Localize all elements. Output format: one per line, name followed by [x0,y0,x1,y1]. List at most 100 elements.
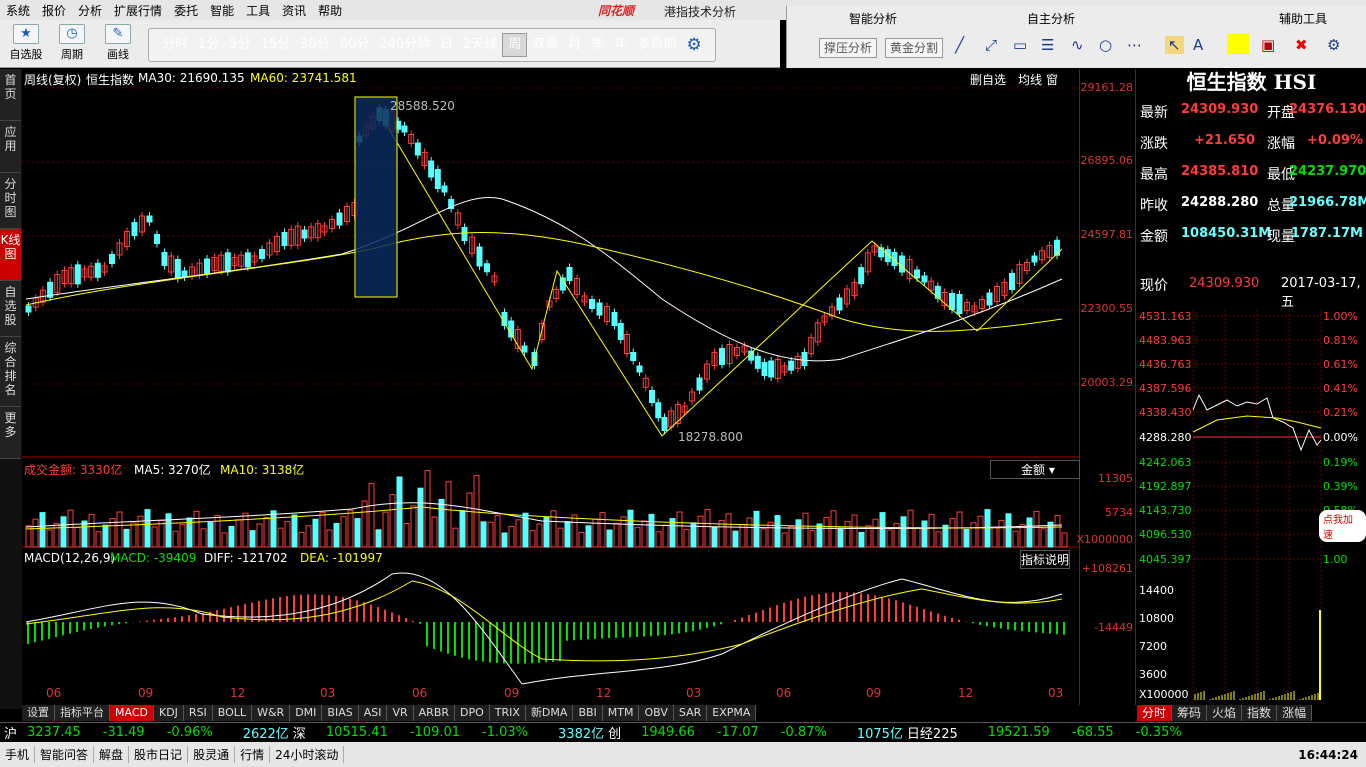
menu-quote[interactable]: 报价 [42,3,67,18]
side-tab-0[interactable]: 首页 [0,69,21,121]
status-item-1[interactable]: 智能问答 [35,746,95,763]
menu-tools[interactable]: 工具 [246,3,271,18]
line-tool-icon[interactable]: ╱ [955,36,965,54]
draw-tool[interactable]: ✎ 画线 [96,24,140,62]
right-tab-2[interactable]: 火焰 [1207,705,1243,721]
period-5[interactable]: 60分 [339,37,370,52]
right-tab-3[interactable]: 指数 [1242,705,1278,721]
indicator-tab-4[interactable]: RSI [184,705,213,721]
rect-tool-icon[interactable]: ▭ [1013,36,1028,54]
period-13[interactable]: 年 [614,37,628,52]
smart-analysis-header[interactable]: 智能分析 [849,12,898,26]
golden-section-button[interactable]: 黄金分割 [885,38,944,58]
period-tool[interactable]: ◷ 周期 [50,24,94,62]
volume-bar [746,517,753,548]
candle-body [294,225,301,246]
status-item-5[interactable]: 行情 [235,746,271,763]
side-tab-4[interactable]: 自选股 [0,281,21,337]
save-tool-icon[interactable]: ▣ [1261,36,1276,54]
indicator-tab-5[interactable]: BOLL [213,705,253,721]
circle-tool-icon[interactable]: ○ [1099,36,1113,54]
speedup-badge[interactable]: 点我加速 [1319,510,1366,542]
indicator-tab-13[interactable]: TRIX [490,705,526,721]
wave-tool-icon[interactable]: ∿ [1071,36,1084,54]
period-14[interactable]: 多周期 [637,37,677,52]
support-resistance-button[interactable]: 撑压分析 [819,38,878,58]
side-tab-5[interactable]: 综合排名 [0,337,21,407]
indicator-tab-1[interactable]: 指标平台 [55,705,110,721]
indicator-tab-14[interactable]: 新DMA [526,705,574,721]
aux-tools-header[interactable]: 辅助工具 [1279,12,1328,26]
right-tab-1[interactable]: 筹码 [1172,705,1208,721]
status-item-0[interactable]: 手机 [0,746,36,763]
status-item-6[interactable]: 24小时滚动 [270,746,345,763]
menu-ext-quote[interactable]: 扩展行情 [114,3,163,18]
period-4[interactable]: 30分 [300,37,330,52]
self-analysis-header[interactable]: 自主分析 [1027,12,1076,26]
period-7[interactable]: 日 [440,37,454,52]
period-settings-gear-icon[interactable]: ⚙ [686,35,702,55]
period-9[interactable]: 周 [502,33,528,57]
ray-tool-icon[interactable]: ⤢ [985,36,998,54]
indicator-explain-button[interactable]: 指标说明 [1020,550,1071,569]
period-3[interactable]: 15分 [260,37,291,52]
indicator-tab-18[interactable]: SAR [674,705,708,721]
right-tab-0[interactable]: 分时 [1137,705,1173,721]
settings-gear-icon[interactable]: ⚙ [1327,36,1341,54]
volume-type-dropdown[interactable]: 金额 ▾ [990,460,1080,479]
window-button[interactable]: 窗 [1046,73,1059,87]
indicator-tab-12[interactable]: DPO [455,705,490,721]
indicator-tab-3[interactable]: KDJ [154,705,184,721]
indicator-tab-9[interactable]: ASI [359,705,388,721]
period-6[interactable]: 240分钟 [379,37,431,52]
menu-smart[interactable]: 智能 [210,3,235,18]
indicator-tab-8[interactable]: BIAS [322,705,359,721]
menu-trade[interactable]: 委托 [174,3,199,18]
indicator-tab-6[interactable]: W&R [252,705,291,721]
remove-watchlist-button[interactable]: 删自选 [970,73,1007,87]
indicator-tab-7[interactable]: DMI [290,705,323,721]
quote-cell: 涨跌 [1140,136,1168,152]
channel-tool-icon[interactable]: ☰ [1041,36,1055,54]
side-tab-6[interactable]: 更多 [0,407,21,459]
cursor-icon[interactable]: ↖ [1165,36,1184,54]
period-11[interactable]: 月 [568,37,582,52]
right-tab-4[interactable]: 涨幅 [1277,705,1313,721]
menu-system[interactable]: 系统 [6,3,31,18]
intraday-chart[interactable]: 4531.163 4483.963 4436.763 4387.596 4338.430… [1137,310,1366,705]
color-picker-icon[interactable] [1227,34,1249,54]
period-1[interactable]: 1分 [198,37,220,52]
side-tab-2[interactable]: 分时图 [0,173,21,229]
period-12[interactable]: 季 [591,37,605,52]
ma-button[interactable]: 均线 [1018,73,1043,87]
side-tab-1[interactable]: 应用 [0,121,21,173]
indicator-tab-10[interactable]: VR [387,705,414,721]
indicator-tab-2[interactable]: MACD [110,705,154,721]
menu-analysis[interactable]: 分析 [78,3,103,18]
period-2[interactable]: 5分 [229,37,251,52]
volume-bar [165,513,172,548]
status-item-3[interactable]: 股市日记 [129,746,189,763]
period-8[interactable]: 2天线 [463,37,498,52]
menu-help[interactable]: 帮助 [318,3,343,18]
side-tab-3[interactable]: K线图 [0,229,21,281]
indicator-tab-16[interactable]: MTM [603,705,640,721]
watchlist-tool[interactable]: ★ 自选股 [4,24,48,62]
indicator-tab-11[interactable]: ARBR [414,705,456,721]
indicator-tab-15[interactable]: BBI [573,705,603,721]
status-item-4[interactable]: 股灵通 [188,746,236,763]
text-tool-icon[interactable]: A [1193,36,1204,54]
x-tick: 12 [230,686,246,700]
period-0[interactable]: 分时 [162,37,189,52]
indicator-tab-17[interactable]: OBV [639,705,674,721]
delete-tool-icon[interactable]: ✖ [1295,36,1308,54]
intraday-y-tick: 4096.530 [1139,528,1192,541]
status-item-2[interactable]: 解盘 [94,746,130,763]
volume-bar [550,510,557,548]
menu-news[interactable]: 资讯 [282,3,307,18]
period-10[interactable]: 双周 [532,37,559,52]
indicator-tab-19[interactable]: EXPMA [707,705,757,721]
kline-chart-area[interactable]: 周线(复权) 恒生指数 MA30: 21690.135 MA60: 23741.… [22,69,1080,705]
indicator-tab-0[interactable]: 设置 [22,705,55,721]
more-tools-icon[interactable]: ⋯ [1127,36,1142,54]
